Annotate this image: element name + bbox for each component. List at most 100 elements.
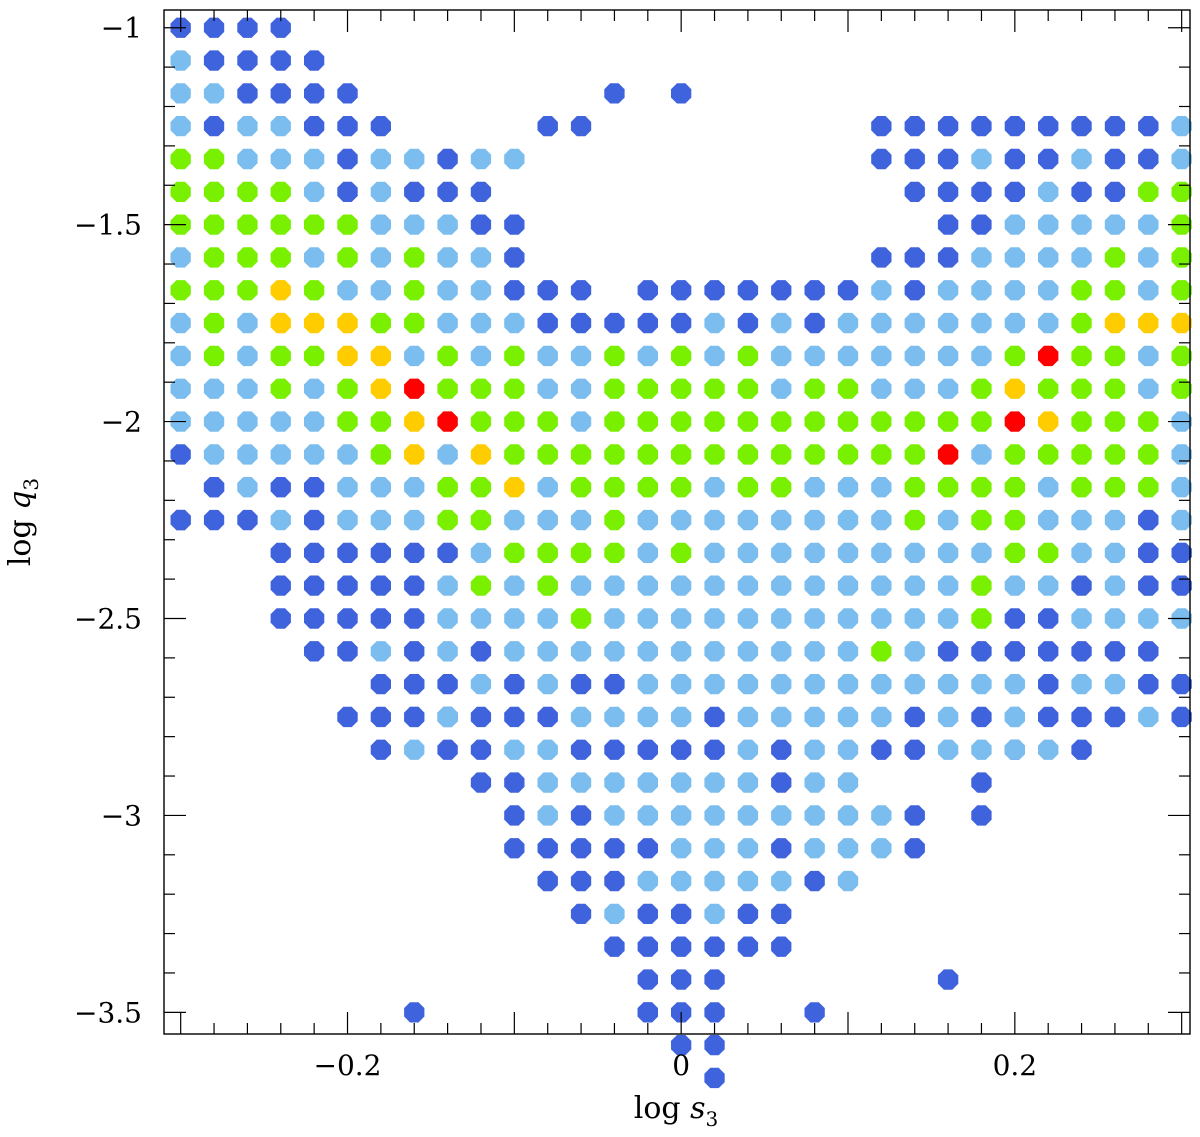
data-point	[871, 641, 892, 662]
data-point	[437, 181, 458, 202]
data-point	[203, 509, 225, 531]
data-point	[1038, 345, 1059, 367]
data-point	[604, 674, 625, 695]
data-point	[771, 280, 792, 301]
data-point	[904, 739, 925, 760]
data-point	[203, 83, 225, 104]
data-point	[837, 838, 859, 859]
data-point	[704, 706, 725, 728]
data-point	[604, 608, 625, 629]
data-point	[1138, 444, 1159, 465]
data-point	[504, 378, 525, 399]
data-point	[804, 378, 825, 399]
data-point	[203, 181, 225, 202]
data-point	[904, 444, 925, 465]
data-point	[1004, 148, 1025, 170]
data-point	[671, 575, 692, 596]
data-point	[671, 805, 692, 826]
data-point	[837, 509, 859, 531]
data-point	[504, 739, 525, 760]
data-point	[904, 280, 925, 301]
data-point	[537, 509, 558, 531]
data-point	[237, 411, 258, 432]
data-point	[270, 378, 291, 399]
data-point	[304, 148, 325, 170]
data-point	[337, 509, 358, 531]
data-point	[604, 509, 625, 531]
data-point	[1104, 444, 1126, 465]
data-point	[1071, 706, 1092, 728]
data-point	[203, 50, 225, 71]
data-point	[971, 542, 992, 563]
data-point	[203, 444, 225, 465]
data-point	[771, 608, 792, 629]
data-point	[470, 674, 492, 695]
data-point	[1004, 444, 1025, 465]
data-point	[1071, 280, 1092, 301]
data-point	[304, 575, 325, 596]
data-point	[804, 542, 825, 563]
data-point	[804, 312, 825, 334]
data-point	[604, 641, 625, 662]
data-point	[937, 542, 959, 563]
data-point	[1004, 378, 1025, 399]
data-point	[1038, 148, 1059, 170]
data-point	[837, 608, 859, 629]
data-point	[637, 477, 658, 498]
data-point	[1004, 575, 1025, 596]
data-point	[604, 706, 625, 728]
data-point	[937, 116, 959, 137]
data-point	[671, 509, 692, 531]
data-point	[170, 83, 191, 104]
data-point	[504, 772, 525, 793]
data-point	[537, 116, 558, 137]
data-point	[837, 575, 859, 596]
data-point	[570, 575, 592, 596]
data-point	[437, 312, 458, 334]
data-point	[737, 575, 759, 596]
data-point	[637, 575, 658, 596]
data-point	[904, 641, 925, 662]
data-point	[771, 345, 792, 367]
data-point	[304, 280, 325, 301]
data-point	[203, 280, 225, 301]
data-point	[971, 411, 992, 432]
data-point	[270, 116, 291, 137]
data-point	[370, 608, 391, 629]
data-point	[771, 772, 792, 793]
data-point	[404, 477, 425, 498]
data-point	[1071, 148, 1092, 170]
data-point	[737, 706, 759, 728]
data-point	[370, 312, 391, 334]
data-point	[671, 83, 692, 104]
data-point	[304, 50, 325, 71]
data-point	[437, 280, 458, 301]
data-point	[1038, 116, 1059, 137]
data-point	[1071, 247, 1092, 268]
data-point	[337, 706, 358, 728]
data-point	[170, 509, 191, 531]
data-point	[771, 575, 792, 596]
tick-labels: −0.2 0 0.2 −1 −1.5 −2 −2.5 −3 −3.5	[74, 12, 1037, 1082]
data-point	[404, 641, 425, 662]
data-point	[904, 345, 925, 367]
data-point	[971, 608, 992, 629]
data-point	[871, 608, 892, 629]
data-point	[671, 312, 692, 334]
data-point	[1071, 641, 1092, 662]
data-point	[170, 181, 191, 202]
data-point	[971, 247, 992, 268]
data-point	[370, 378, 391, 399]
data-point	[1071, 411, 1092, 432]
data-point	[570, 739, 592, 760]
data-point	[737, 739, 759, 760]
data-point	[971, 214, 992, 235]
data-point	[671, 477, 692, 498]
data-point	[771, 509, 792, 531]
data-point	[1138, 247, 1159, 268]
data-point	[1071, 542, 1092, 563]
data-point	[470, 411, 492, 432]
data-point	[637, 542, 658, 563]
data-point	[904, 411, 925, 432]
data-point	[570, 444, 592, 465]
